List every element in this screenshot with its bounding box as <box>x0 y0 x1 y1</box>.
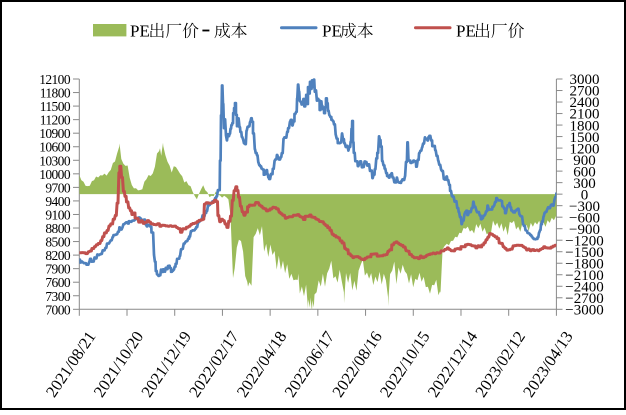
svg-text:10600: 10600 <box>39 140 71 155</box>
svg-text:300: 300 <box>573 176 596 192</box>
svg-text:1800: 1800 <box>570 118 600 134</box>
svg-text:−2100: −2100 <box>565 268 603 284</box>
svg-text:7300: 7300 <box>45 289 70 304</box>
svg-text:−2700: −2700 <box>565 291 603 307</box>
svg-text:600: 600 <box>573 164 596 180</box>
svg-text:2100: 2100 <box>570 107 600 123</box>
svg-text:−1800: −1800 <box>565 256 603 272</box>
svg-text:3000: 3000 <box>570 72 600 88</box>
svg-text:7900: 7900 <box>45 262 70 277</box>
svg-text:2400: 2400 <box>570 95 600 111</box>
svg-text:10000: 10000 <box>39 167 71 182</box>
svg-text:PE: PE <box>130 22 150 41</box>
svg-text:8800: 8800 <box>45 221 70 236</box>
svg-text:−900: −900 <box>569 222 600 238</box>
svg-text:11500: 11500 <box>40 99 71 114</box>
svg-text:PE: PE <box>322 22 342 41</box>
svg-text:9100: 9100 <box>45 208 70 223</box>
svg-text:10300: 10300 <box>39 153 71 168</box>
svg-text:−600: −600 <box>569 210 600 226</box>
svg-text:12100: 12100 <box>39 72 71 87</box>
svg-text:8200: 8200 <box>45 248 70 263</box>
svg-text:7600: 7600 <box>45 275 70 290</box>
svg-text:−300: −300 <box>569 199 600 215</box>
svg-text:9700: 9700 <box>45 180 70 195</box>
svg-text:9400: 9400 <box>45 194 70 209</box>
svg-text:10900: 10900 <box>39 126 71 141</box>
svg-text:−1200: −1200 <box>565 233 603 249</box>
svg-text:0: 0 <box>581 187 589 203</box>
svg-text:PE: PE <box>456 22 476 41</box>
svg-text:1200: 1200 <box>570 141 600 157</box>
svg-text:2700: 2700 <box>570 84 600 100</box>
svg-text:−1500: −1500 <box>565 245 603 261</box>
svg-text:11200: 11200 <box>40 113 71 128</box>
svg-text:900: 900 <box>573 153 596 169</box>
svg-text:−3000: −3000 <box>565 303 603 319</box>
svg-text:7000: 7000 <box>45 302 70 317</box>
svg-text:−2400: −2400 <box>565 280 603 296</box>
svg-text:11800: 11800 <box>40 86 71 101</box>
svg-text:1500: 1500 <box>570 130 600 146</box>
svg-text:8500: 8500 <box>45 235 70 250</box>
